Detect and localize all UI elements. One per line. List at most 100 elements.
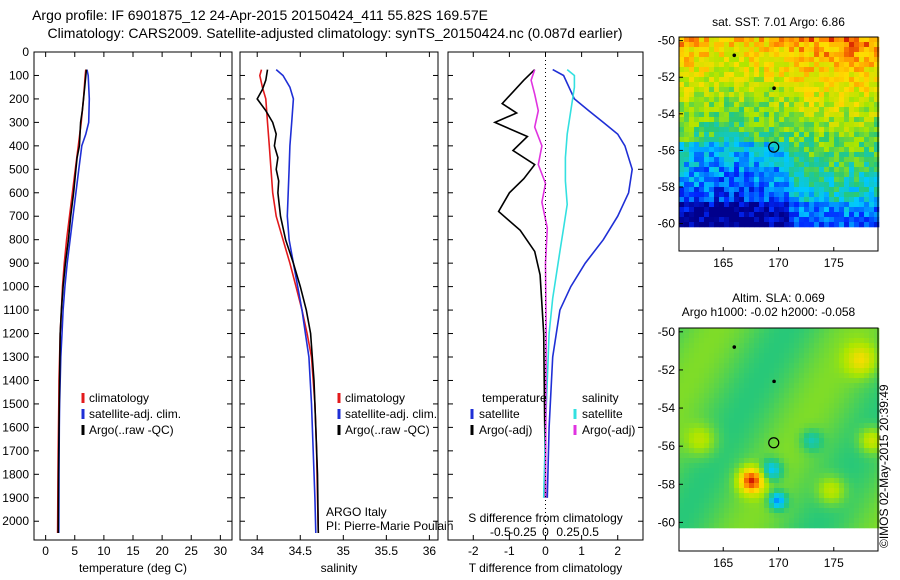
map-y-tick-label: -56 bbox=[658, 143, 676, 157]
difference-panel: -2 -1 0 1 2 T difference from climatology -0.5… bbox=[447, 51, 644, 575]
track-marker bbox=[732, 345, 737, 349]
top-x-tick-label: -0.5 bbox=[490, 525, 511, 539]
map-title: sat. SST: 7.01 Argo: 6.86 bbox=[712, 15, 845, 29]
y-tick-label: 2000 bbox=[2, 514, 29, 528]
x-axis-label: temperature (deg C) bbox=[79, 561, 187, 575]
map-field bbox=[679, 37, 880, 228]
x-axis-label: salinity bbox=[321, 561, 358, 575]
series-line-argo---raw--qc- bbox=[256, 69, 320, 534]
sla-map-panel: 165 170 175 -50 -52 -54 -56 -58 -60 Altim. SLA: 0… bbox=[658, 291, 880, 570]
map-y-tick-label: -56 bbox=[658, 439, 676, 453]
float-position-marker bbox=[768, 437, 780, 449]
y-tick-label: 700 bbox=[9, 209, 29, 223]
x-tick-label: 1 bbox=[578, 544, 585, 558]
y-tick-label: 100 bbox=[9, 68, 29, 82]
x-tick-label: 35.5 bbox=[375, 544, 399, 558]
y-tick-label: 1100 bbox=[3, 303, 29, 317]
legend-entry: Argo(-adj) bbox=[479, 423, 532, 437]
map-y-tick-label: -52 bbox=[658, 363, 676, 377]
legend-title-temperature: temperature bbox=[482, 391, 547, 405]
map-x-tick-label: 165 bbox=[713, 256, 733, 270]
x-tick-label: 5 bbox=[71, 544, 78, 558]
map-y-tick-label: -54 bbox=[658, 107, 676, 121]
x-tick-label: 0 bbox=[42, 544, 49, 558]
map-y-tick-label: -58 bbox=[658, 477, 676, 491]
legend-entry: satellite-adj. clim. bbox=[345, 407, 437, 421]
plot-frame bbox=[239, 51, 439, 541]
x-tick-label: 10 bbox=[97, 544, 111, 558]
temperature-panel: 0 5 10 15 20 25 300100200300400500600700800900… bbox=[2, 45, 233, 575]
y-tick-label: 1300 bbox=[2, 350, 29, 364]
imos-watermark: ©IMOS 02-May-2015 20:39:49 bbox=[877, 384, 891, 548]
x-tick-label: 36 bbox=[423, 544, 437, 558]
figure-title-line2: Climatology: CARS2009. Satellite-adjuste… bbox=[47, 25, 622, 41]
legend-entry: climatology bbox=[345, 391, 405, 405]
series-line-argo--adj- bbox=[530, 69, 549, 498]
map-x-tick-label: 175 bbox=[824, 556, 844, 570]
x-tick-label: -2 bbox=[468, 544, 479, 558]
top-x-tick-label: 0.5 bbox=[582, 525, 599, 539]
argo-country-label: ARGO Italy bbox=[326, 505, 387, 519]
x-tick-label: 0 bbox=[542, 544, 549, 558]
x-tick-label: 15 bbox=[126, 544, 140, 558]
legend-title-salinity: salinity bbox=[582, 391, 619, 405]
y-tick-label: 400 bbox=[9, 139, 29, 153]
series-line-satellite-adj--clim- bbox=[275, 68, 317, 534]
map-y-tick-label: -54 bbox=[658, 401, 676, 415]
legend-entry: Argo(..raw -QC) bbox=[345, 423, 430, 437]
series-line-argo---raw--qc- bbox=[57, 69, 88, 534]
series-line-satellite bbox=[542, 68, 576, 498]
salinity-panel: 34 34.5 35 35.5 36 salinity climatology satelli… bbox=[239, 51, 439, 575]
y-tick-label: 800 bbox=[9, 233, 29, 247]
y-tick-label: 200 bbox=[9, 92, 29, 106]
y-tick-label: 1000 bbox=[2, 280, 29, 294]
track-marker bbox=[772, 86, 776, 91]
y-tick-label: 1500 bbox=[2, 397, 29, 411]
y-tick-label: 1700 bbox=[2, 444, 29, 458]
y-tick-label: 1200 bbox=[2, 327, 29, 341]
x-tick-label: 25 bbox=[185, 544, 199, 558]
top-x-axis-label: S difference from climatology bbox=[468, 511, 623, 525]
top-x-tick-label: 0.25 bbox=[556, 525, 580, 539]
series-line-satellite bbox=[546, 68, 634, 498]
map-y-tick-label: -50 bbox=[658, 34, 676, 48]
legend-entry: satellite bbox=[582, 407, 623, 421]
map-x-tick-label: 170 bbox=[768, 556, 788, 570]
y-tick-label: 1600 bbox=[2, 420, 29, 434]
y-tick-label: 1800 bbox=[2, 467, 29, 481]
x-axis-label: T difference from climatology bbox=[469, 561, 623, 575]
x-tick-label: 35 bbox=[337, 544, 351, 558]
top-x-tick-label: -0.25 bbox=[509, 525, 537, 539]
sst-map-panel: 165 170 175 -50 -52 -54 -56 -58 -60 sat. SST: 7.0… bbox=[658, 15, 880, 270]
x-tick-label: 34.5 bbox=[289, 544, 313, 558]
y-tick-label: 1400 bbox=[2, 373, 29, 387]
y-tick-label: 300 bbox=[9, 115, 29, 129]
x-tick-label: 34 bbox=[251, 544, 265, 558]
legend-entry: Argo(..raw -QC) bbox=[89, 423, 174, 437]
map-field bbox=[679, 328, 880, 529]
y-tick-label: 600 bbox=[9, 186, 29, 200]
legend-entry: climatology bbox=[89, 391, 149, 405]
pi-label: PI: Pierre-Marie Poulain bbox=[326, 519, 453, 533]
track-marker bbox=[732, 53, 737, 58]
map-x-tick-label: 170 bbox=[768, 256, 788, 270]
x-tick-label: 2 bbox=[614, 544, 621, 558]
series-line-argo--adj- bbox=[492, 69, 547, 498]
figure-title-line1: Argo profile: IF 6901875_12 24-Apr-2015 … bbox=[32, 7, 488, 23]
map-y-tick-label: -60 bbox=[658, 217, 676, 231]
x-tick-label: 30 bbox=[214, 544, 228, 558]
top-x-tick-label: 0 bbox=[542, 525, 549, 539]
map-y-tick-label: -52 bbox=[658, 70, 676, 84]
x-tick-label: -1 bbox=[504, 544, 515, 558]
x-tick-label: 20 bbox=[155, 544, 169, 558]
y-tick-label: 500 bbox=[9, 162, 29, 176]
y-tick-label: 1900 bbox=[2, 491, 29, 505]
track-marker bbox=[772, 379, 776, 384]
map-x-tick-label: 165 bbox=[713, 556, 733, 570]
map-y-tick-label: -50 bbox=[658, 325, 676, 339]
map-subtitle: Argo h1000: -0.02 h2000: -0.058 bbox=[682, 305, 856, 319]
map-y-tick-label: -60 bbox=[658, 515, 676, 529]
y-tick-label: 900 bbox=[9, 256, 29, 270]
plot-frame bbox=[33, 51, 233, 541]
